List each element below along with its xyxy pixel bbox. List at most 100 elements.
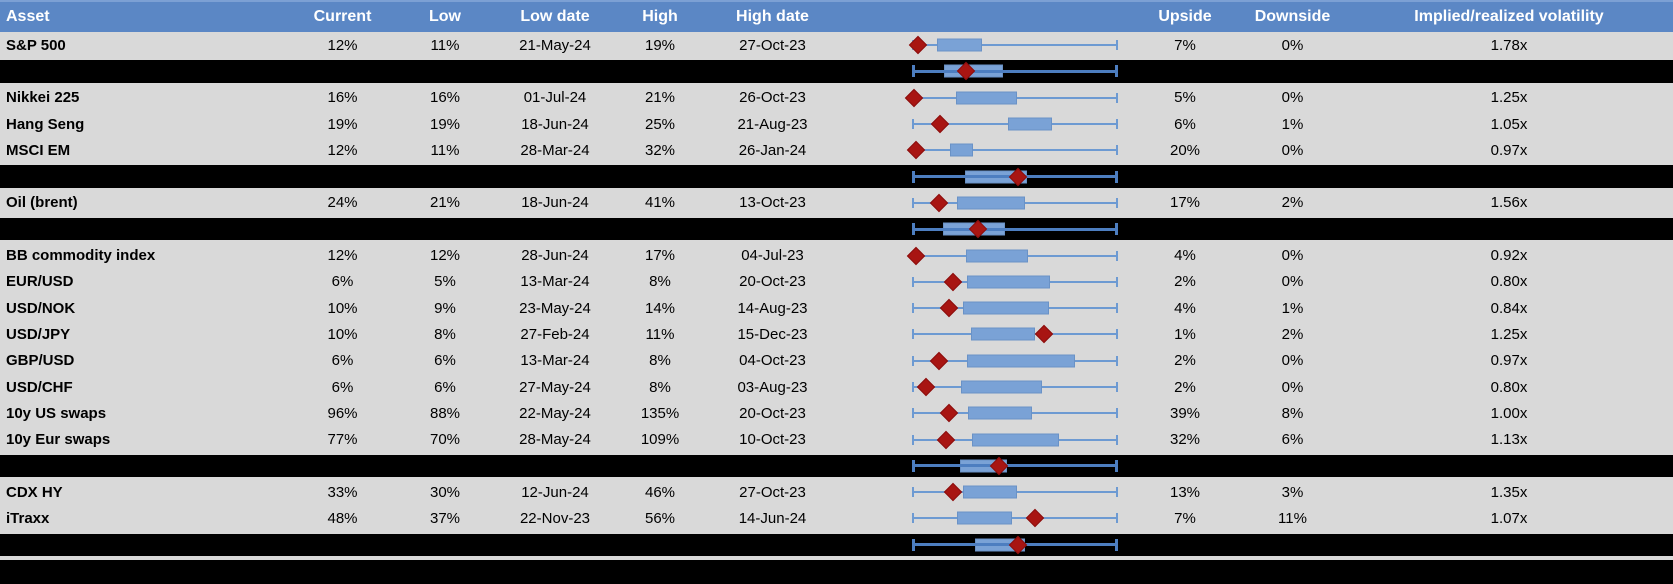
low-cell: 21%: [429, 194, 461, 212]
boxplot: [904, 85, 1118, 111]
boxplot: [912, 426, 1118, 452]
boxplot: [912, 111, 1118, 137]
low_date-cell: 27-May-24: [519, 378, 591, 396]
ivol-cell: 0.97x: [1490, 352, 1528, 370]
range-box: [949, 143, 974, 157]
low_date-cell: [490, 534, 620, 556]
high_date-cell: 14-Jun-24: [738, 509, 807, 527]
current-marker-diamond: [943, 482, 962, 502]
asset-row: 10y Eur swaps 77% 70% 28-May-24 109% 10-Oct-2…: [0, 426, 1673, 453]
whisker-cap-left: [912, 434, 914, 445]
boxplot: [912, 455, 1118, 477]
upside-cell: [1130, 165, 1240, 187]
whisker-cap-left: [912, 119, 914, 130]
asset-name-cell: [0, 455, 285, 477]
asset-name-cell: 10y Eur swaps: [6, 431, 111, 449]
high_date-cell: 20-Oct-23: [739, 404, 806, 422]
range-plot-cell: [845, 321, 1130, 347]
current-cell: [285, 218, 400, 240]
high-cell: [620, 165, 700, 187]
low-cell: 70%: [429, 431, 461, 449]
range-plot-cell: [845, 455, 1130, 477]
ivol-cell: [1345, 165, 1673, 187]
low_date-cell: 28-Mar-24: [520, 141, 590, 159]
upside-cell: [1130, 534, 1240, 556]
asset-name-cell: USD/NOK: [6, 299, 76, 317]
low_date-cell: [490, 218, 620, 240]
asset-name-cell: GBP/USD: [6, 352, 75, 370]
ivol-cell: 0.92x: [1490, 247, 1528, 265]
downside-cell: 2%: [1281, 325, 1304, 343]
ivol-cell: 1.56x: [1490, 194, 1528, 212]
downside-cell: 8%: [1281, 404, 1304, 422]
upside-cell: [1130, 455, 1240, 477]
asset-name-cell: Oil (brent): [6, 194, 78, 212]
range-plot-cell: [845, 479, 1130, 505]
downside-cell: [1240, 165, 1345, 187]
current-marker-diamond: [908, 35, 928, 55]
downside-cell: 0%: [1281, 89, 1304, 107]
downside-cell: [1240, 218, 1345, 240]
whisker-cap-left: [912, 223, 915, 236]
asset-name-cell: USD/CHF: [6, 378, 73, 396]
range-plot-cell: [845, 242, 1130, 268]
range-plot-cell: [845, 505, 1130, 531]
separator-row: [0, 531, 1673, 558]
high-cell: 41%: [644, 194, 676, 212]
whisker-cap-left: [912, 355, 914, 366]
low_date-cell: [490, 165, 620, 187]
current-marker-diamond: [929, 193, 948, 213]
range-plot-cell: [845, 426, 1130, 452]
whisker-cap-right: [1116, 434, 1118, 445]
range-box: [937, 38, 983, 52]
downside-cell: [1240, 534, 1345, 556]
downside-cell: 0%: [1281, 141, 1304, 159]
range-plot-cell: [845, 400, 1130, 426]
whisker-cap-right: [1116, 355, 1118, 366]
downside-cell: 0%: [1281, 352, 1304, 370]
range-box: [960, 380, 1042, 394]
whisker-line: [913, 69, 1117, 73]
low-cell: [400, 455, 490, 477]
high_date-cell: 27-Oct-23: [739, 36, 806, 54]
whisker-cap-right: [1116, 250, 1118, 261]
asset-row: USD/JPY 10% 8% 27-Feb-24 11% 15-Dec-23 1% 2% 1.2…: [0, 321, 1673, 348]
high_date-cell: 26-Jan-24: [738, 141, 807, 159]
current-marker-diamond: [917, 377, 936, 397]
low-cell: 6%: [434, 378, 456, 396]
boxplot: [912, 269, 1118, 295]
downside-cell: 0%: [1281, 273, 1304, 291]
low-cell: 6%: [434, 352, 456, 370]
separator-row: [0, 216, 1673, 243]
low_date-cell: 13-Mar-24: [520, 352, 590, 370]
downside-cell: 0%: [1281, 378, 1304, 396]
ivol-cell: [1345, 534, 1673, 556]
separator-row: [0, 163, 1673, 190]
upside-cell: [1130, 218, 1240, 240]
high_date-cell: 04-Oct-23: [739, 352, 806, 370]
low-cell: 8%: [434, 325, 456, 343]
current-marker-diamond: [943, 272, 962, 292]
low_date-cell: 18-Jun-24: [521, 115, 589, 133]
high_date-cell: 13-Oct-23: [739, 194, 806, 212]
asset-name-cell: [0, 218, 285, 240]
downside-cell: [1240, 60, 1345, 82]
high-cell: 19%: [644, 36, 676, 54]
asset-row: GBP/USD 6% 6% 13-Mar-24 8% 04-Oct-23 2% 0% 0.97x: [0, 347, 1673, 374]
low-cell: [400, 218, 490, 240]
upside-cell: 5%: [1174, 89, 1196, 107]
asset-name-cell: [0, 60, 285, 82]
whisker-cap-right: [1115, 170, 1118, 183]
upside-cell: 1%: [1174, 325, 1196, 343]
ivol-cell: 0.80x: [1490, 273, 1528, 291]
ivol-cell: 1.07x: [1490, 509, 1528, 527]
boxplot: [912, 479, 1118, 505]
current-marker-diamond: [1026, 509, 1045, 528]
ivol-cell: [1345, 218, 1673, 240]
low_date-cell: 22-Nov-23: [519, 509, 591, 527]
low-cell: 12%: [429, 247, 461, 265]
whisker-cap-right: [1116, 197, 1118, 208]
upside-cell: [1130, 60, 1240, 82]
whisker-cap-right: [1115, 223, 1118, 236]
ivol-cell: 0.84x: [1490, 299, 1528, 317]
